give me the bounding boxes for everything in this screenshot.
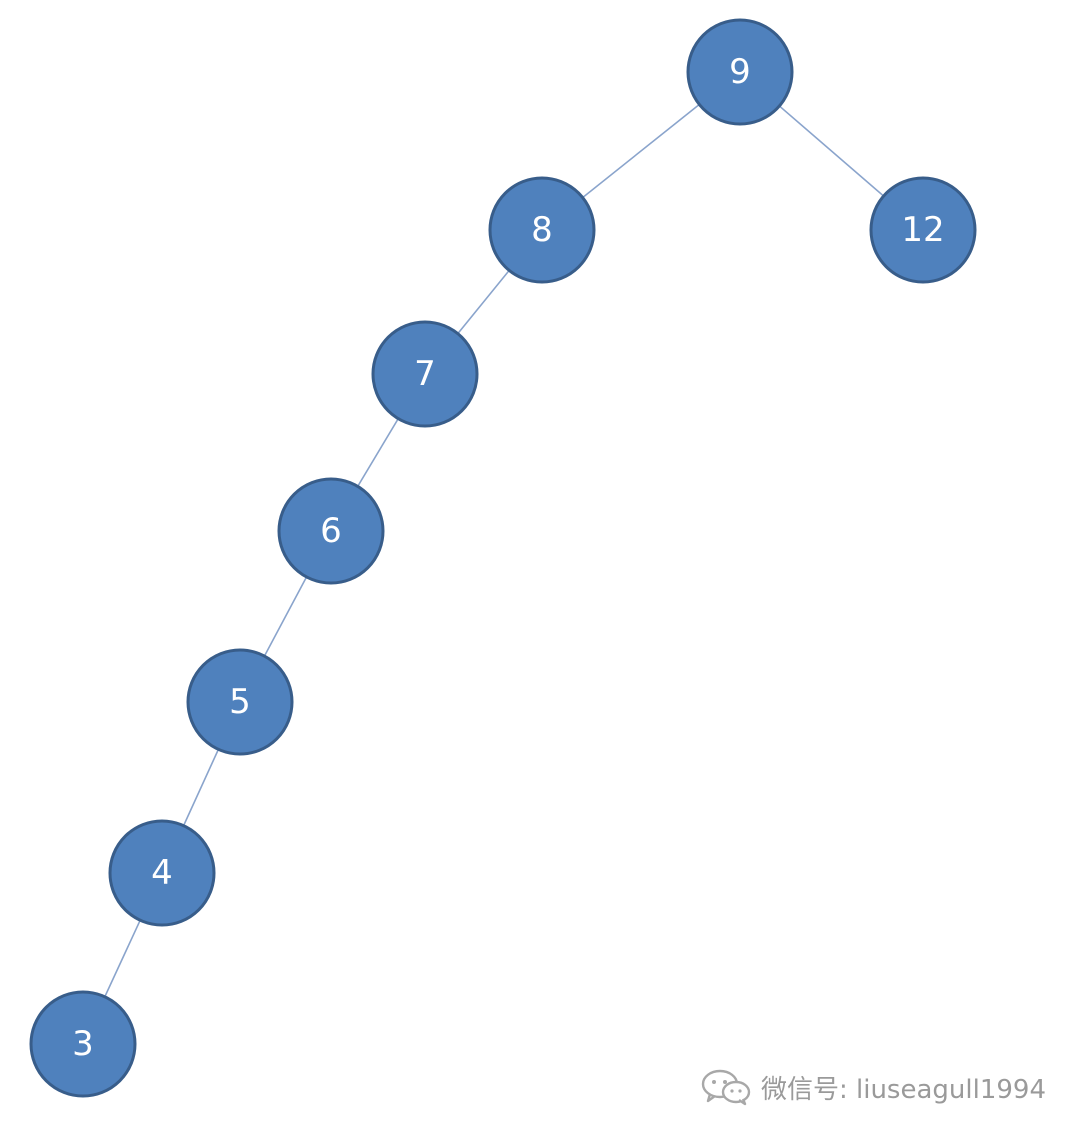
node-label: 8 — [531, 210, 553, 250]
node-circle — [277, 477, 385, 585]
node-circle — [869, 176, 977, 284]
nodes-layer: 9 8 12 7 6 5 4 3 — [29, 18, 977, 1098]
node-circle — [186, 648, 294, 756]
tree-node-12: 12 — [869, 176, 977, 284]
tree-node-4: 4 — [108, 819, 216, 927]
node-label: 3 — [72, 1024, 94, 1064]
watermark-text: 微信号: liuseagull1994 — [760, 1074, 1046, 1105]
node-circle — [29, 990, 137, 1098]
tree-node-3: 3 — [29, 990, 137, 1098]
tree-node-7: 7 — [371, 320, 479, 428]
node-label: 12 — [901, 210, 944, 250]
node-circle — [686, 18, 794, 126]
node-circle — [488, 176, 596, 284]
tree-node-5: 5 — [186, 648, 294, 756]
watermark: 微信号: liuseagull1994 — [701, 1068, 1046, 1106]
node-label: 7 — [414, 354, 436, 394]
node-label: 6 — [320, 511, 342, 551]
node-label: 5 — [229, 682, 251, 722]
node-circle — [108, 819, 216, 927]
node-label: 9 — [729, 52, 751, 92]
node-label: 4 — [151, 853, 173, 893]
tree-node-6: 6 — [277, 477, 385, 585]
tree-node-8: 8 — [488, 176, 596, 284]
node-circle — [371, 320, 479, 428]
wechat-icon — [701, 1069, 751, 1106]
tree-node-9: 9 — [686, 18, 794, 126]
